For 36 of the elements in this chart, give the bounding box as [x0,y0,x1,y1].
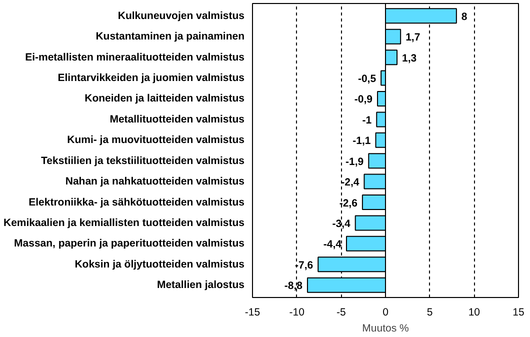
data-label: -2,6 [339,197,358,210]
y-tick-label: Nahan ja nahkatuotteiden valmistus [65,176,245,188]
x-tick-label: 10 [468,306,480,318]
x-axis-title: Muutos % [362,322,409,334]
y-tick-label: Ei-metallisten mineraalituotteiden valmistus [25,51,245,64]
data-label: 1,7 [406,32,420,44]
data-label: -4,4 [323,238,342,251]
data-label: -0,9 [354,94,373,106]
y-tick-label: Tekstiilien ja tekstiilituotteiden valmistus [41,154,245,167]
y-tick-label: Kumi- ja muovituotteiden valmistus [67,134,245,146]
data-label: 8 [461,10,468,23]
x-tick-label: 0 [382,306,389,318]
x-tick-label: -10 [289,306,305,318]
data-label: -1,9 [346,156,364,168]
x-tick-label: 15 [512,306,524,318]
x-tick-label: -5 [336,306,346,318]
data-label: -0,5 [358,73,376,86]
data-label: -7,6 [295,259,314,272]
data-label: -1 [362,114,372,126]
data-label: -1,1 [352,135,371,148]
y-tick-label: Kemikaalien ja kemiallisten tuotteiden valmistus [3,216,245,229]
y-tick-label: Kulkuneuvojen valmistus [118,10,245,22]
y-tick-label: Metallituotteiden valmistus [110,113,245,126]
y-tick-label: Elektroniikka- ja sähkötuotteiden valmistus [28,196,245,208]
y-tick-label: Massan, paperin ja paperituotteiden valmistus [14,238,245,250]
data-label: -8,8 [284,280,303,292]
x-tick-label: 5 [426,306,433,318]
y-tick-label: Koneiden ja laitteiden valmistus [84,92,245,105]
y-tick-label: Metallien jalostus [156,279,245,292]
y-tick-label: Kustantaminen ja painaminen [96,30,244,43]
data-label: -3,4 [332,218,351,230]
y-tick-label: Koksin ja öljytuotteiden valmistus [74,258,245,270]
data-label: 1,3 [402,52,417,64]
y-tick-label: Elintarvikkeiden ja juomien valmistus [58,72,245,84]
x-tick-label: -15 [244,306,260,318]
data-label: -2,4 [341,176,360,189]
